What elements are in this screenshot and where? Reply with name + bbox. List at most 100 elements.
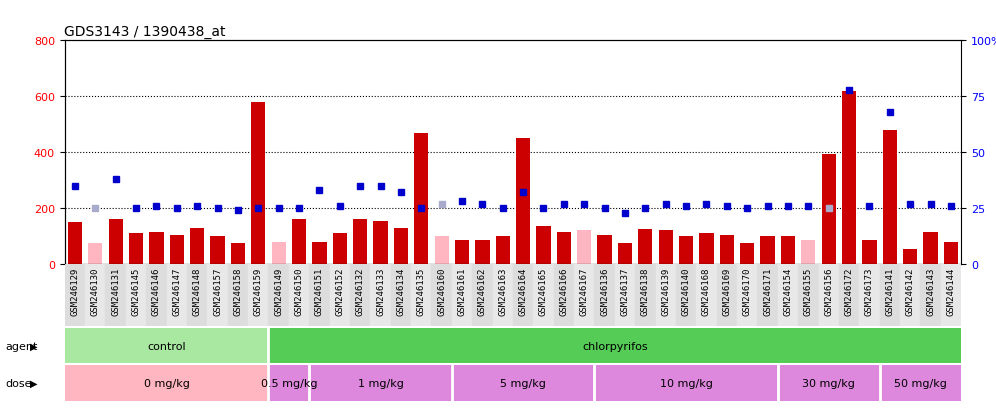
Bar	[920, 264, 941, 326]
Bar	[778, 366, 879, 401]
Text: 10 mg/kg: 10 mg/kg	[659, 378, 712, 388]
Bar	[434, 236, 449, 264]
Bar	[455, 241, 469, 264]
Text: GSM246163: GSM246163	[498, 268, 507, 316]
Bar	[109, 220, 123, 264]
Bar	[493, 264, 513, 326]
Text: GSM246142: GSM246142	[905, 268, 914, 316]
Text: 50 mg/kg: 50 mg/kg	[894, 378, 947, 388]
Bar	[248, 264, 269, 326]
Text: 30 mg/kg: 30 mg/kg	[803, 378, 856, 388]
Bar	[68, 223, 82, 264]
Bar	[309, 264, 330, 326]
Bar	[781, 236, 795, 264]
Bar	[146, 264, 166, 326]
Text: GSM246130: GSM246130	[91, 268, 100, 316]
Bar	[638, 230, 652, 264]
Text: GSM246159: GSM246159	[254, 268, 263, 316]
Bar	[513, 264, 533, 326]
Text: GSM246144: GSM246144	[946, 268, 955, 316]
Bar	[106, 264, 125, 326]
Bar	[411, 264, 431, 326]
Bar	[533, 264, 554, 326]
Bar	[879, 366, 961, 401]
Bar	[798, 264, 819, 326]
Text: dose: dose	[5, 378, 32, 388]
Bar	[125, 264, 146, 326]
Text: GSM246140: GSM246140	[681, 268, 690, 316]
Text: GSM246171: GSM246171	[763, 268, 772, 316]
Bar	[598, 235, 612, 264]
Text: 5 mg/kg: 5 mg/kg	[500, 378, 546, 388]
Bar	[330, 264, 350, 326]
Text: GSM246157: GSM246157	[213, 268, 222, 316]
Bar	[309, 366, 452, 401]
Text: GSM246167: GSM246167	[580, 268, 589, 316]
Text: GSM246164: GSM246164	[519, 268, 528, 316]
Bar	[900, 264, 920, 326]
Text: 0 mg/kg: 0 mg/kg	[143, 378, 189, 388]
Bar	[676, 264, 696, 326]
Bar	[65, 264, 85, 326]
Text: GSM246170: GSM246170	[743, 268, 752, 316]
Bar	[65, 366, 269, 401]
Text: GSM246132: GSM246132	[356, 268, 365, 316]
Text: GSM246145: GSM246145	[131, 268, 140, 316]
Text: 1 mg/kg: 1 mg/kg	[358, 378, 403, 388]
Bar	[554, 264, 574, 326]
Bar	[882, 131, 897, 264]
Bar	[65, 328, 269, 363]
Text: GSM246158: GSM246158	[233, 268, 242, 316]
Bar	[228, 264, 248, 326]
Bar	[879, 264, 900, 326]
Bar	[472, 264, 493, 326]
Bar	[655, 264, 676, 326]
Bar	[289, 264, 309, 326]
Bar	[903, 249, 917, 264]
Bar	[577, 231, 592, 264]
Bar	[393, 228, 408, 264]
Bar	[658, 231, 673, 264]
Text: ▶: ▶	[30, 341, 38, 351]
Bar	[269, 264, 289, 326]
Bar	[414, 133, 428, 264]
Bar	[89, 243, 103, 264]
Bar	[839, 264, 860, 326]
Text: control: control	[147, 341, 186, 351]
Bar	[618, 243, 632, 264]
Text: GSM246141: GSM246141	[885, 268, 894, 316]
Bar	[720, 235, 734, 264]
Bar	[187, 264, 207, 326]
Bar	[169, 235, 184, 264]
Text: GSM246131: GSM246131	[112, 268, 121, 316]
Bar	[615, 264, 635, 326]
Bar	[740, 243, 754, 264]
Text: GSM246169: GSM246169	[722, 268, 731, 316]
Bar	[516, 139, 530, 264]
Bar	[128, 234, 143, 264]
Text: GSM246139: GSM246139	[661, 268, 670, 316]
Text: GSM246162: GSM246162	[478, 268, 487, 316]
Bar	[149, 232, 163, 264]
Text: GSM246151: GSM246151	[315, 268, 324, 316]
Text: GSM246146: GSM246146	[152, 268, 161, 316]
Text: 0.5 mg/kg: 0.5 mg/kg	[261, 378, 317, 388]
Text: GSM246136: GSM246136	[601, 268, 610, 316]
Bar	[210, 236, 225, 264]
Bar	[557, 232, 571, 264]
Text: GSM246149: GSM246149	[274, 268, 283, 316]
Bar	[863, 241, 876, 264]
Text: GSM246165: GSM246165	[539, 268, 548, 316]
Bar	[679, 236, 693, 264]
Bar	[190, 228, 204, 264]
Bar	[537, 227, 551, 264]
Bar	[822, 154, 836, 264]
Bar	[842, 91, 857, 264]
Text: GSM246129: GSM246129	[71, 268, 80, 316]
Bar	[574, 264, 595, 326]
Bar	[757, 264, 778, 326]
Bar	[390, 264, 411, 326]
Bar	[923, 232, 937, 264]
Text: GSM246143: GSM246143	[926, 268, 935, 316]
Text: GSM246161: GSM246161	[457, 268, 466, 316]
